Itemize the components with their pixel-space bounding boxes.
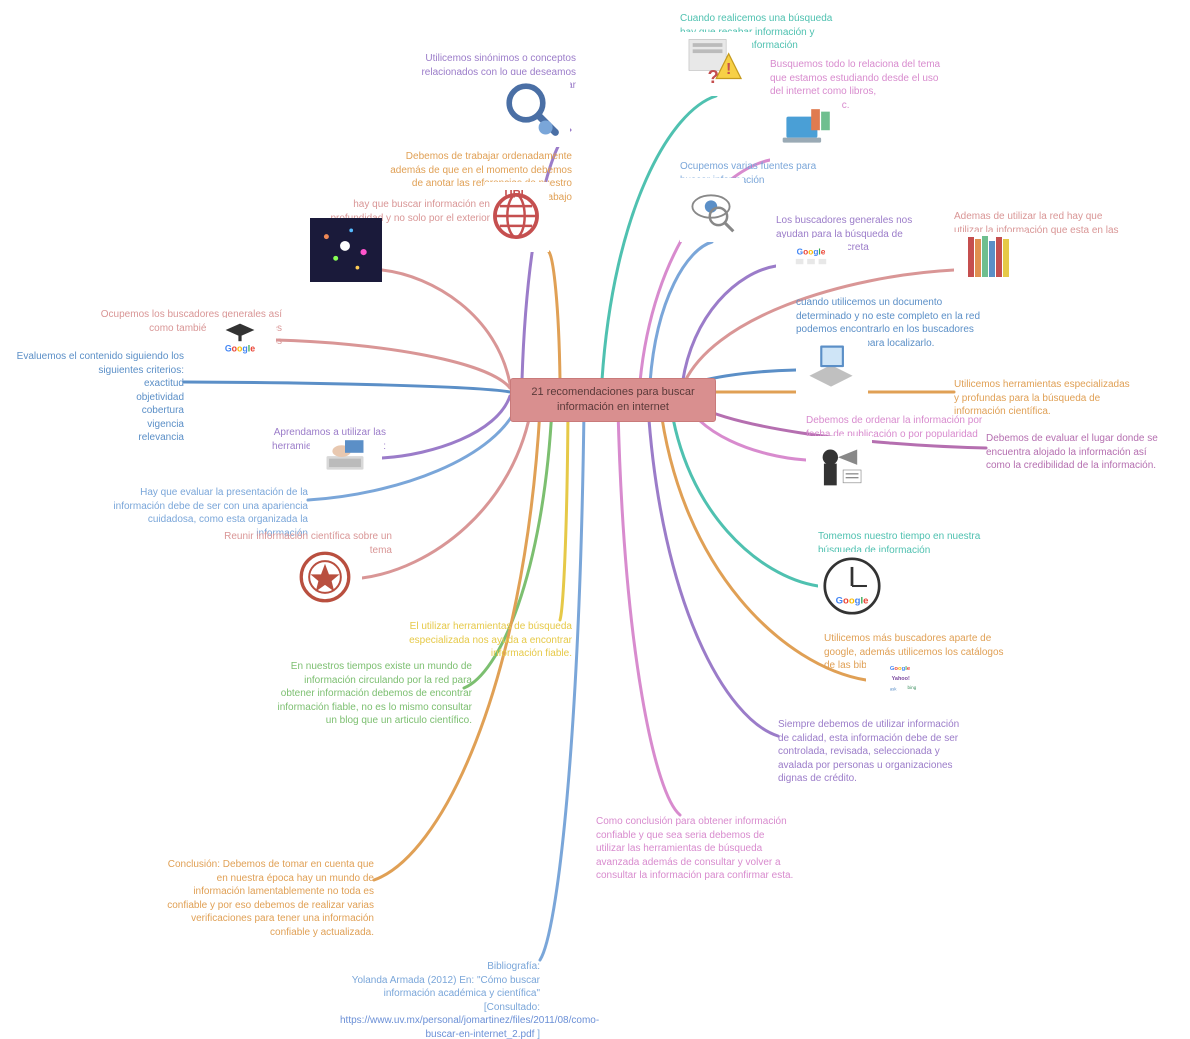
node-thumb: Google Yahoo! bing ask bbox=[866, 658, 936, 702]
node-thumb: Google bbox=[776, 238, 848, 278]
edge bbox=[540, 410, 584, 960]
node-thumb: URL bbox=[485, 182, 549, 252]
mindmap-node: Debemos de evaluar el lugar donde se enc… bbox=[986, 432, 1166, 473]
dj-icon bbox=[310, 218, 380, 280]
mindmap-node: Como conclusión para obtener información… bbox=[596, 815, 796, 883]
mindmap-node: Siempre debemos de utilizar información … bbox=[778, 718, 968, 786]
edge bbox=[560, 408, 568, 620]
edge bbox=[184, 382, 510, 392]
node-thumb bbox=[796, 338, 868, 394]
svg-text:ask: ask bbox=[890, 687, 897, 692]
google-clock-icon: Google bbox=[818, 552, 886, 620]
magnify-robot-icon bbox=[498, 75, 568, 145]
mindmap-node: Bibliografía: Yolanda Armada (2012) En: … bbox=[340, 960, 540, 1039]
svg-text:Yahoo!: Yahoo! bbox=[892, 676, 910, 682]
edge bbox=[276, 340, 510, 388]
edge bbox=[382, 270, 510, 384]
node-thumb bbox=[954, 232, 1026, 284]
node-label: Conclusión: Debemos de tomar en cuenta q… bbox=[164, 858, 374, 939]
center-title-1: 21 recomendaciones para buscar bbox=[531, 386, 694, 398]
biblio-link[interactable]: https://www.uv.mx/personal/jomartinez/fi… bbox=[340, 1015, 599, 1039]
node-thumb bbox=[806, 436, 872, 506]
mindmap-node: En nuestros tiempos existe un mundo de i… bbox=[272, 660, 472, 728]
svg-text:Google: Google bbox=[225, 344, 255, 354]
mindmap-node: Utilicemos herramientas especializadas y… bbox=[954, 378, 1134, 419]
edge bbox=[618, 410, 680, 815]
node-thumb bbox=[290, 544, 362, 612]
open-laptop-icon bbox=[796, 338, 866, 392]
node-thumb: !? bbox=[680, 32, 752, 96]
mindmap-node: Conclusión: Debemos de tomar en cuenta q… bbox=[164, 858, 374, 939]
svg-text:Google: Google bbox=[797, 247, 826, 257]
center-title-2: información en internet bbox=[557, 401, 669, 413]
node-label: Evaluemos el contenido siguiendo los sig… bbox=[14, 350, 184, 445]
mindmap-canvas: 21 recomendaciones para buscar informaci… bbox=[0, 0, 1190, 1039]
node-thumb bbox=[498, 75, 570, 147]
typing-icon bbox=[310, 436, 380, 478]
svg-text:Google: Google bbox=[836, 596, 869, 607]
edge bbox=[549, 252, 560, 380]
url-globe-icon: URL bbox=[485, 182, 547, 250]
news-warn-icon: !? bbox=[680, 32, 750, 94]
mindmap-node: Evaluemos el contenido siguiendo los sig… bbox=[14, 350, 184, 445]
node-label: Como conclusión para obtener información… bbox=[596, 815, 796, 883]
seal-icon bbox=[290, 544, 360, 610]
bookshelf-icon bbox=[954, 232, 1024, 282]
svg-text:?: ? bbox=[708, 66, 719, 87]
svg-text:!: ! bbox=[726, 60, 731, 78]
newsboy-icon bbox=[806, 436, 870, 504]
node-thumb bbox=[310, 218, 382, 282]
edge bbox=[382, 396, 510, 458]
node-label: Utilicemos herramientas especializadas y… bbox=[954, 378, 1134, 419]
node-label: Debemos de evaluar el lugar donde se enc… bbox=[986, 432, 1166, 473]
google-collage-icon: Google bbox=[776, 238, 846, 276]
node-label: El utilizar herramientas de búsqueda esp… bbox=[392, 620, 572, 661]
svg-text:Google: Google bbox=[890, 666, 911, 672]
node-thumb bbox=[680, 178, 744, 242]
svg-text:bing: bing bbox=[908, 685, 917, 690]
google-scholar-icon: Google bbox=[206, 318, 274, 358]
svg-text:URL: URL bbox=[505, 188, 528, 200]
node-thumb bbox=[770, 98, 842, 162]
edge bbox=[650, 242, 712, 383]
search-engines-icon: Google Yahoo! bing ask bbox=[866, 658, 934, 700]
edge bbox=[670, 400, 818, 586]
node-thumb: Google bbox=[206, 318, 276, 360]
center-node: 21 recomendaciones para buscar informaci… bbox=[510, 378, 716, 422]
mindmap-node: El utilizar herramientas de búsqueda esp… bbox=[392, 620, 572, 661]
node-thumb: Google bbox=[818, 552, 888, 622]
eye-magnify-icon bbox=[680, 178, 742, 240]
edge bbox=[648, 406, 778, 736]
node-label: En nuestros tiempos existe un mundo de i… bbox=[272, 660, 472, 728]
edge bbox=[682, 266, 776, 386]
node-label: Bibliografía: Yolanda Armada (2012) En: … bbox=[340, 960, 540, 1039]
books-laptop-icon bbox=[770, 98, 840, 160]
node-label: Siempre debemos de utilizar información … bbox=[778, 718, 968, 786]
node-thumb bbox=[310, 436, 382, 480]
